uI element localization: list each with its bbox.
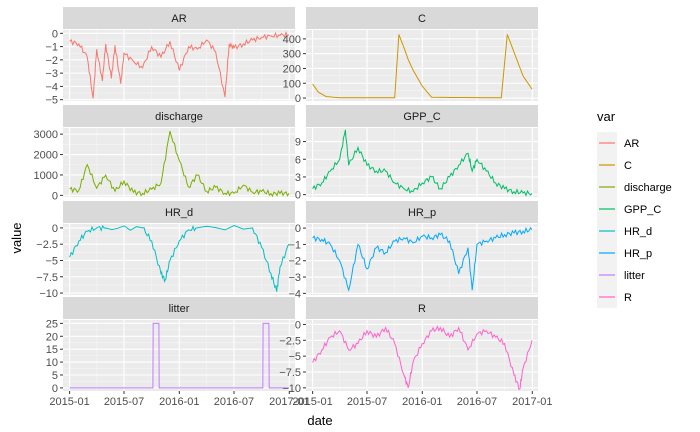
facet-strip	[306, 201, 538, 223]
facet-strip-label: GPP_C	[403, 111, 440, 123]
facet-discharge: discharge 0 1000 2000 3000	[34, 105, 295, 202]
legend-label: litter	[624, 270, 645, 282]
y-tick-label: 15	[46, 344, 58, 356]
series-line-hr-d	[69, 224, 290, 292]
facet-hr-p: HR_p0−1−2−3−4	[288, 201, 538, 300]
facet-ar: AR 0 −1−2−3−4 −5	[45, 7, 295, 107]
series-line-hr-p	[312, 226, 533, 292]
x-tick-label: 2015-07	[104, 396, 144, 408]
y-tick-label: −4	[45, 81, 58, 93]
y-tick-label: −5	[45, 255, 58, 267]
y-tick-label: 100	[283, 78, 301, 90]
x-tick-label: 2017-01	[269, 396, 309, 408]
y-tick-label: 2000	[34, 150, 58, 162]
facet-strip-label: C	[418, 13, 426, 25]
x-tick-label: 2015-01	[49, 396, 89, 408]
facet-strip-label: litter	[169, 303, 190, 315]
y-tick-label: 9	[295, 137, 301, 149]
y-tick-label: −3	[45, 68, 58, 80]
legend-label: R	[624, 292, 632, 304]
facet-strip	[63, 297, 295, 319]
y-tick-label: 400	[283, 34, 301, 46]
facet-strip	[63, 105, 295, 127]
x-tick-label: 2016-07	[457, 396, 497, 408]
y-tick-label: 0	[52, 223, 58, 235]
x-tick-label: 2016-07	[214, 396, 254, 408]
legend-label: C	[624, 160, 632, 172]
series-line-litter	[69, 322, 289, 389]
y-tick-label: −1	[45, 42, 58, 54]
x-tick-label: 2015-07	[347, 396, 387, 408]
y-tick-label: 0	[52, 190, 58, 202]
facet-gpp-c: GPP_C 0 3 6 9	[295, 105, 538, 202]
y-tick-label: 0	[52, 28, 58, 40]
facet-strip	[63, 7, 295, 29]
y-tick-label: 0	[52, 383, 58, 395]
y-tick-label: 200	[283, 63, 301, 75]
facet-strip-label: HR_p	[408, 207, 436, 219]
facet-strip	[63, 201, 295, 223]
legend-label: GPP_C	[624, 204, 661, 216]
series-line-c	[312, 34, 533, 99]
series-line-ar	[69, 31, 290, 99]
x-axis-title: date	[307, 413, 332, 428]
facet-strip	[306, 105, 538, 127]
x-tick-label: 2016-01	[159, 396, 199, 408]
y-tick-label: 300	[283, 49, 301, 61]
y-tick-label: 0	[295, 319, 301, 331]
y-tick-label: 10	[46, 357, 58, 369]
y-tick-label: −1	[288, 239, 301, 251]
facet-c: C 0 100 200 300 400	[283, 7, 538, 105]
y-tick-label: 25	[46, 318, 58, 330]
y-tick-label: 0	[295, 93, 301, 105]
y-tick-label: 1000	[34, 170, 58, 182]
legend-title: var	[597, 109, 616, 124]
y-tick-label: −10	[282, 383, 301, 395]
y-tick-label: −5	[45, 95, 58, 107]
y-tick-label: 6	[295, 154, 301, 166]
legend-label: HR_d	[624, 226, 652, 238]
y-tick-label: 20	[46, 331, 58, 343]
x-tick-label: 2015-01	[292, 396, 332, 408]
y-tick-label: 0	[295, 223, 301, 235]
facet-strip	[306, 7, 538, 29]
y-axis-title: value	[9, 222, 24, 253]
y-tick-label: −7.5	[279, 367, 301, 379]
y-tick-label: −10	[39, 288, 58, 300]
y-tick-label: 3000	[34, 129, 58, 141]
y-tick-label: −5	[288, 351, 301, 363]
facet-strip-label: discharge	[155, 111, 203, 123]
legend-label: HR_p	[624, 248, 652, 260]
x-tick-label: 2016-01	[402, 396, 442, 408]
series-line-r	[312, 325, 533, 390]
facet-strip-label: HR_d	[165, 207, 193, 219]
facet-strip	[306, 297, 538, 319]
x-tick-label: 2017-01	[512, 396, 552, 408]
y-tick-label: −2	[288, 256, 301, 268]
facet-strip-label: R	[418, 303, 426, 315]
legend-label: AR	[624, 138, 639, 150]
y-tick-label: 0	[295, 190, 301, 202]
facet-hr-d: HR_d 0 −2.5 −5 −7.5 −10	[36, 201, 295, 300]
y-tick-label: −2.5	[279, 335, 301, 347]
series-line-discharge	[69, 130, 290, 198]
y-tick-label: 3	[295, 172, 301, 184]
y-tick-label: −3	[288, 272, 301, 284]
series-line-gpp-c	[312, 129, 533, 197]
facet-strip-label: AR	[171, 13, 186, 25]
y-tick-label: −7.5	[36, 272, 58, 284]
y-tick-label: 5	[52, 370, 58, 382]
legend-label: discharge	[624, 182, 672, 194]
y-tick-label: −2.5	[36, 239, 58, 251]
y-tick-label: −2	[45, 55, 58, 67]
